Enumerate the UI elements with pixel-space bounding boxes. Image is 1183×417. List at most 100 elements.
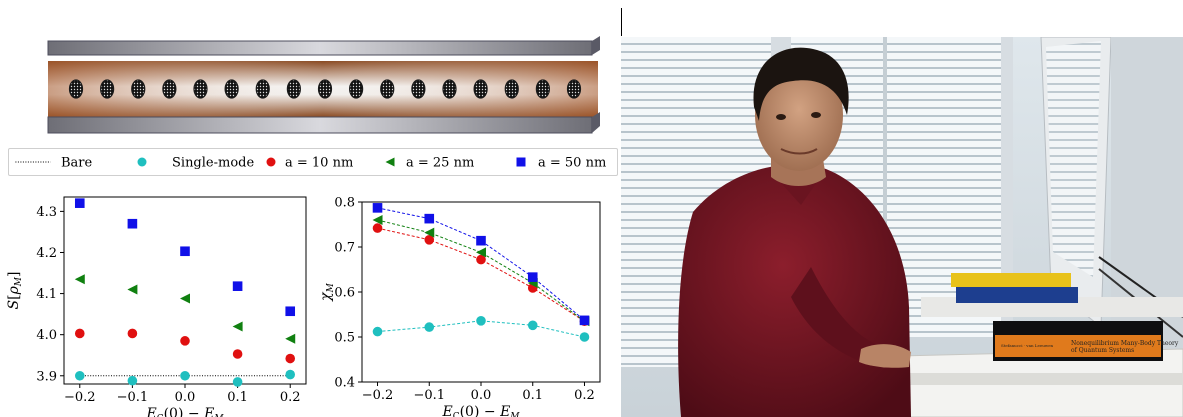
data-point [127, 328, 138, 339]
data-point [232, 349, 243, 359]
entropy-chart: −0.2 −0.1 0.0 0.1 0.2 3.9 4.0 4.1 4.2 4.3 EC(0) − … [6, 196, 307, 417]
legend-label: a = 25 nm [406, 156, 474, 171]
book-subtitle: of Quantum Systems [1071, 347, 1134, 354]
y-tick-label: 0.5 [334, 331, 355, 346]
data-point [424, 227, 435, 238]
legend-marker [516, 157, 526, 167]
data-point [527, 272, 538, 282]
legend-label: Single-mode [172, 156, 254, 171]
data-point [232, 377, 243, 387]
data-point [127, 284, 138, 295]
data-point [127, 375, 138, 386]
legend-marker [385, 157, 395, 167]
chi-chart: −0.2 −0.1 0.0 0.1 0.2 0.4 0.5 0.6 0.7 0.8 EC(0) − … [318, 196, 601, 417]
data-point [424, 322, 435, 332]
book-title: Nonequilibrium Many-Body Theory [1071, 340, 1179, 347]
legend-marker [266, 157, 276, 167]
data-point [127, 218, 138, 229]
y-tick-label: 3.9 [36, 369, 57, 384]
y-tick-label: 4.1 [36, 287, 57, 302]
person-photo: Nonequilibrium Many-Body Theory of Quant… [621, 37, 1183, 417]
top-mirror-face [47, 40, 593, 56]
y-tick-label: 0.4 [334, 376, 355, 391]
x-tick-label: 0.0 [175, 390, 196, 405]
emitter-dot [193, 79, 208, 99]
emitter-dot [255, 79, 270, 99]
emitter-dot [411, 79, 426, 99]
emitter-dot [131, 79, 146, 99]
x-tick-label: 0.1 [227, 390, 248, 405]
series-line [377, 207, 585, 321]
data-point [372, 203, 383, 213]
data-point [232, 321, 243, 332]
x-tick-label: −0.2 [64, 390, 96, 405]
emitter-dot [380, 79, 395, 99]
emitter-dot [473, 79, 488, 99]
x-axis-label: EC(0) − EM [441, 404, 520, 417]
legend-label: a = 10 nm [285, 156, 353, 171]
x-tick-label: 0.2 [574, 388, 595, 403]
plot-frame [63, 196, 307, 385]
emitter-dot [317, 79, 333, 99]
legend-marker [137, 157, 147, 167]
data-point [74, 274, 85, 285]
y-axis-label: S[ρM] [6, 272, 24, 310]
bottom-mirror [47, 116, 593, 134]
legend-label: a = 50 nm [538, 156, 606, 171]
figure-panel: Bare Single-mode a = 10 nm a = 25 nm a = 50 … [6, 36, 618, 417]
data-point [285, 353, 296, 364]
y-tick-label: 4.3 [36, 205, 57, 220]
emitter-dot [286, 79, 301, 99]
plot-frame [361, 201, 601, 383]
y-tick-label: 4.0 [36, 328, 57, 343]
data-point [180, 246, 190, 257]
y-tick-label: 0.8 [334, 196, 355, 211]
data-point [527, 320, 538, 331]
quantum-emitter-dots [68, 79, 582, 99]
data-point [372, 215, 383, 225]
person-face [755, 59, 843, 171]
emitter-dot [535, 79, 550, 99]
data-point [74, 370, 85, 381]
emitter-dot [100, 79, 115, 99]
data-point [285, 369, 296, 380]
legend: Bare Single-mode a = 10 nm a = 25 nm a = 50 … [8, 148, 618, 176]
y-tick-label: 0.6 [334, 286, 355, 301]
data-point [476, 235, 486, 246]
x-tick-label: 0.0 [471, 388, 492, 403]
data-point [74, 198, 85, 208]
data-point [476, 247, 486, 258]
data-point [180, 370, 190, 381]
series-line [377, 219, 585, 322]
data-point [285, 306, 296, 317]
data-point [579, 315, 590, 326]
book-stack [951, 273, 1071, 287]
data-point [372, 326, 383, 337]
data-point [285, 333, 296, 344]
x-tick-label: 0.2 [280, 390, 301, 405]
y-axis-label: χM [318, 282, 336, 301]
y-tick-label: 0.7 [334, 241, 355, 256]
separator-line [621, 8, 622, 36]
series-line [377, 227, 585, 322]
emitter-dot [504, 79, 519, 99]
x-tick-label: −0.1 [413, 388, 445, 403]
data-point [424, 213, 435, 224]
emitter-dot [224, 79, 239, 99]
emitter-dot [442, 79, 457, 99]
data-point [476, 316, 486, 326]
x-tick-label: −0.2 [362, 388, 394, 403]
data-point [476, 254, 486, 265]
data-point [424, 235, 435, 245]
emitter-dot [566, 79, 582, 99]
legend-label: Bare [61, 156, 93, 171]
cavity-schematic [47, 36, 600, 134]
x-axis-label: EC(0) − EM [145, 406, 224, 417]
person-hair [753, 47, 849, 121]
data-point [579, 332, 590, 342]
data-point [180, 293, 190, 304]
data-point [232, 281, 243, 291]
x-tick-label: 0.1 [522, 388, 543, 403]
data-point [74, 328, 85, 339]
book-cover [995, 335, 1161, 357]
